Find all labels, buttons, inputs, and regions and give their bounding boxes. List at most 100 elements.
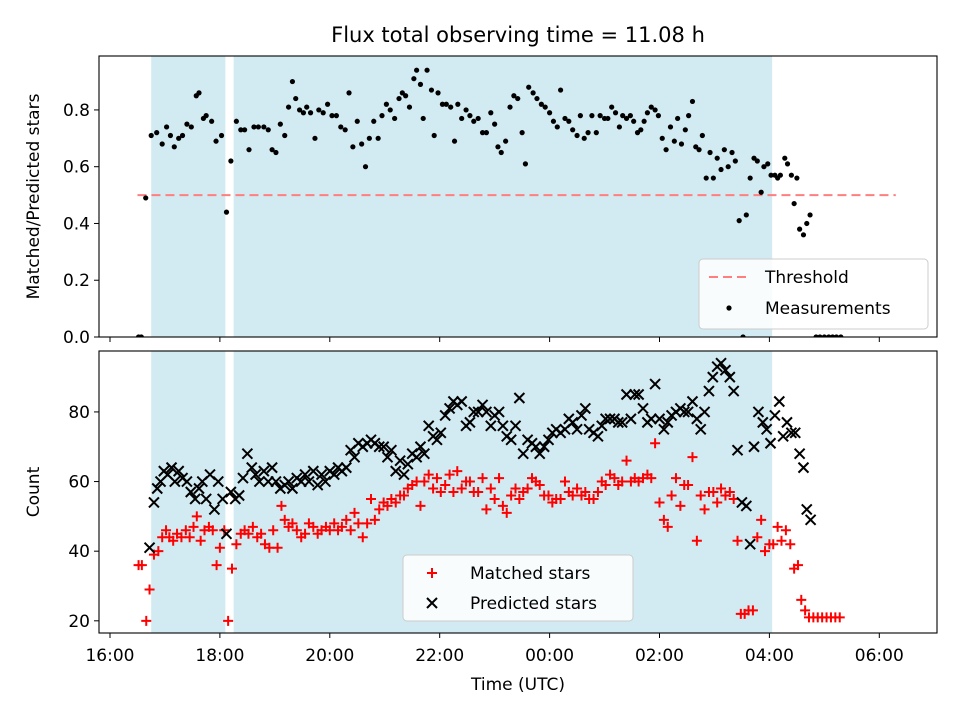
- data-point: [728, 493, 739, 504]
- legend-predicted-label: Predicted stars: [470, 594, 597, 614]
- data-point: [406, 104, 413, 110]
- data-point: [666, 490, 677, 501]
- data-point: [627, 113, 633, 119]
- data-point: [233, 118, 239, 124]
- data-point: [369, 514, 380, 525]
- data-point: [821, 334, 827, 337]
- data-point: [268, 525, 279, 536]
- data-point: [418, 447, 431, 460]
- data-point: [756, 514, 767, 525]
- data-point: [620, 113, 626, 119]
- data-point: [534, 95, 540, 102]
- data-point: [792, 560, 803, 571]
- data-point: [459, 115, 465, 122]
- data-point: [291, 525, 302, 536]
- data-point: [592, 487, 603, 497]
- data-point: [740, 334, 746, 337]
- data-point: [357, 532, 368, 543]
- y-axis-label: Count: [24, 466, 44, 517]
- data-point: [492, 121, 498, 127]
- data-point: [534, 480, 545, 491]
- data-point: [472, 406, 484, 418]
- data-point: [724, 487, 735, 497]
- data-point: [736, 218, 742, 224]
- data-point: [189, 493, 201, 505]
- data-point: [658, 423, 670, 436]
- data-point: [769, 409, 781, 422]
- data-point: [510, 483, 521, 494]
- data-point: [414, 67, 420, 73]
- data-point: [209, 118, 215, 124]
- data-point: [374, 504, 385, 515]
- data-point: [226, 563, 237, 574]
- data-point: [785, 427, 798, 439]
- data-point: [743, 212, 749, 218]
- data-point: [557, 87, 564, 93]
- data-point: [345, 525, 356, 536]
- data-point: [682, 406, 694, 418]
- data-point: [456, 483, 467, 494]
- data-point: [719, 364, 732, 376]
- data-point: [732, 158, 738, 164]
- data-point: [211, 560, 222, 571]
- data-point: [308, 521, 319, 532]
- data-point: [398, 490, 409, 501]
- data-point: [300, 110, 307, 116]
- data-point: [797, 461, 810, 474]
- y-tick-label: 0.6: [63, 158, 90, 178]
- data-point: [575, 409, 588, 422]
- x-tick-label: 18:00: [195, 646, 244, 666]
- data-point: [328, 468, 340, 481]
- data-point: [279, 514, 290, 525]
- data-point: [826, 334, 832, 337]
- data-point: [691, 535, 702, 546]
- data-point: [362, 518, 373, 529]
- data-point: [572, 483, 583, 494]
- data-point: [747, 175, 753, 181]
- x-tick-label: 00:00: [525, 646, 574, 666]
- x-tick-label: 04:00: [745, 646, 794, 666]
- data-point: [422, 420, 435, 432]
- data-point: [654, 497, 665, 508]
- data-point: [505, 434, 517, 446]
- data-point: [241, 447, 254, 460]
- data-point: [599, 413, 612, 425]
- data-point: [208, 503, 221, 516]
- data-point: [678, 406, 690, 418]
- data-point: [243, 528, 254, 539]
- data-point: [353, 518, 364, 529]
- x-tick-label: 16:00: [85, 646, 134, 666]
- data-point: [324, 101, 331, 107]
- data-point: [440, 480, 451, 491]
- data-point: [385, 444, 398, 456]
- data-point: [143, 541, 156, 554]
- data-point: [329, 113, 335, 119]
- data-point: [249, 468, 262, 481]
- data-point: [683, 480, 694, 491]
- data-point: [168, 535, 179, 546]
- data-point: [237, 472, 249, 484]
- data-point: [794, 175, 800, 181]
- data-point: [530, 90, 536, 96]
- data-point: [772, 521, 783, 532]
- data-point: [834, 612, 845, 623]
- data-point: [338, 124, 344, 130]
- data-point: [522, 161, 529, 167]
- data-point: [377, 441, 390, 453]
- data-point: [255, 124, 261, 130]
- data-point: [362, 164, 369, 170]
- data-point: [729, 149, 735, 156]
- data-point: [181, 475, 193, 488]
- data-point: [424, 67, 430, 73]
- data-point: [403, 93, 409, 99]
- data-point: [479, 130, 486, 136]
- data-point: [600, 480, 611, 491]
- data-point: [699, 132, 705, 139]
- x-tick-label: 02:00: [635, 646, 684, 666]
- data-point: [609, 104, 615, 110]
- data-point: [223, 209, 230, 215]
- data-point: [784, 161, 791, 167]
- data-point: [511, 93, 517, 99]
- data-point: [488, 110, 494, 116]
